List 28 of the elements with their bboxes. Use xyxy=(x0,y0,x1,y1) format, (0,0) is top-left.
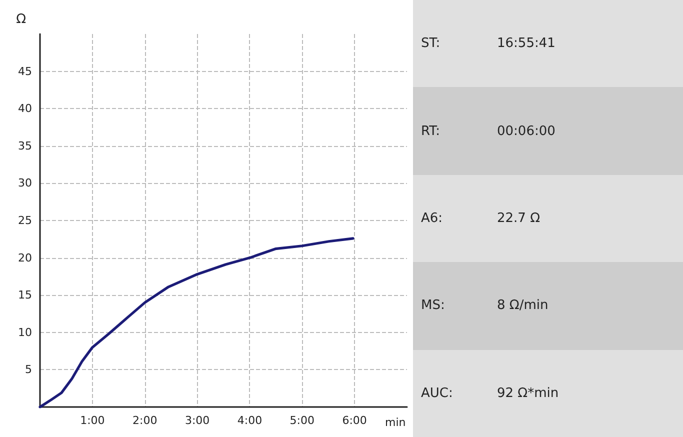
x-tick-label: 3:00 xyxy=(184,414,210,427)
text: 8 Ω/min xyxy=(497,298,548,314)
line-series xyxy=(38,237,354,408)
y-tick-label: 20 xyxy=(18,251,32,264)
text: 16:55:41 xyxy=(497,36,556,52)
y-tick-label: 30 xyxy=(18,176,32,190)
y-tick-label: 45 xyxy=(18,64,32,78)
text: MS: xyxy=(421,298,446,314)
x-tick-label: 6:00 xyxy=(342,414,367,427)
y-tick-label: 25 xyxy=(18,214,32,227)
x-tick-label: 4:00 xyxy=(237,414,262,427)
text: AUC: xyxy=(421,386,454,401)
y-tick-label: 15 xyxy=(18,288,32,302)
text: A6: xyxy=(421,211,444,226)
text: 00:06:00 xyxy=(497,124,556,139)
y-axis-title: Ω xyxy=(16,12,26,27)
text: RT: xyxy=(421,124,441,139)
x-axis-title: min xyxy=(385,416,406,429)
x-tick-label: 1:00 xyxy=(80,414,105,427)
x-tick-label: 2:00 xyxy=(132,414,158,427)
y-tick-label: 40 xyxy=(18,102,32,116)
y-tick-label: 10 xyxy=(18,326,32,339)
y-tick-label: 35 xyxy=(18,139,32,152)
text: 22.7 Ω xyxy=(497,211,540,226)
text: 92 Ω*min xyxy=(497,386,559,401)
text: ST: xyxy=(421,36,442,52)
y-tick-label: 5 xyxy=(25,363,32,376)
x-tick-label: 5:00 xyxy=(290,414,314,427)
